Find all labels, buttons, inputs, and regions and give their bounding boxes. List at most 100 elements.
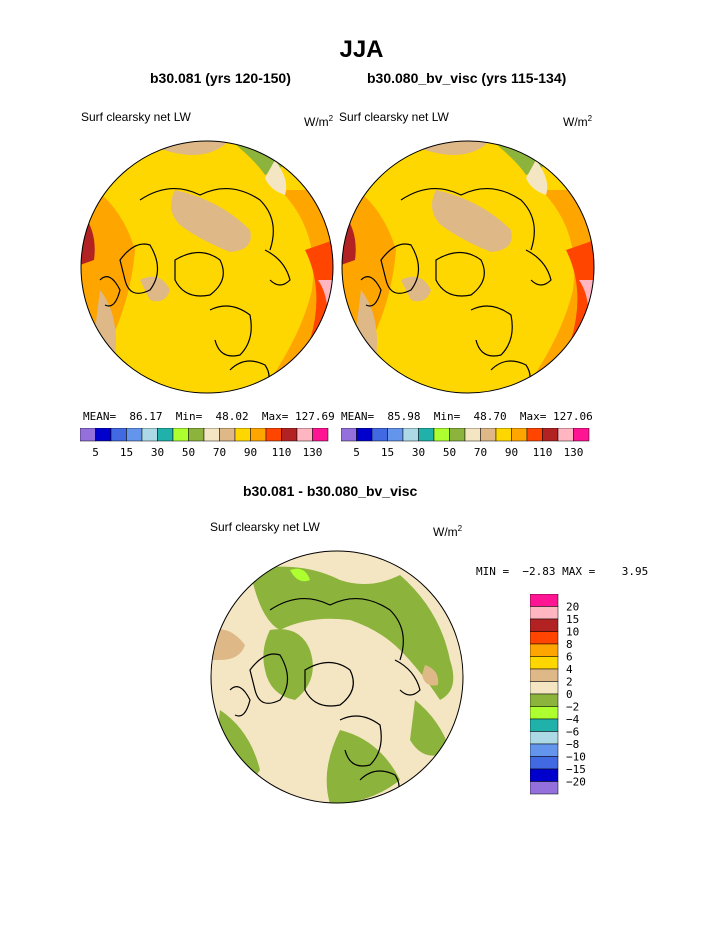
panel2-mean-value: 85.98 [387,410,421,423]
field-green-east [410,700,450,756]
colorbar-label: 50 [182,446,195,459]
coastline-0 [269,597,404,661]
panel3-stats: MIN = −2.83 MAX = 3.95 [476,565,648,578]
panel3-units-base: W/m [433,525,458,539]
colorbar-swatch [530,656,559,670]
colorbar-label: 130 [303,446,323,459]
panel1-polar-map [80,140,334,394]
colorbar-swatch [530,668,559,682]
panel1-min-value: 48.02 [215,410,249,423]
panel3-min-value: −2.83 [522,565,556,578]
field-greenland-tan [401,276,431,302]
colorbar-label: 70 [474,446,487,459]
colorbar-swatch [312,428,329,442]
colorbar-swatch [511,428,528,442]
colorbar-label: 130 [564,446,584,459]
panel2-max-value: 127.06 [553,410,593,423]
map-field [81,141,333,393]
colorbar-swatch [530,768,559,782]
colorbar-swatch [418,428,435,442]
panel3-units: W/m2 [433,524,462,539]
colorbar-swatch [387,428,404,442]
colorbar-label: 0 [566,688,573,701]
colorbar-label: −6 [566,726,579,739]
colorbar-swatch [341,428,357,442]
colorbar-label: −2 [566,701,579,714]
coastline-6 [229,686,251,717]
panel2-min-value: 48.70 [473,410,507,423]
panel1-stats: MEAN= 86.17 Min= 48.02 Max= 127.69 [83,410,335,423]
coastline-5 [264,249,291,286]
field-green-north [250,566,454,700]
colorbar-swatch [557,428,574,442]
panel2-units-exp: 2 [587,114,593,123]
colorbar-swatch [530,731,559,745]
map-boundary [210,550,464,804]
map-boundary [341,140,595,394]
panel3-variable: Surf clearsky net LW [210,520,320,534]
colorbar-swatch [219,428,236,442]
colorbar-label: 8 [566,638,573,651]
panel1-min-label: Min= [175,410,203,423]
panel1-title: b30.081 (yrs 120-150) [150,70,291,86]
coastline-6 [99,276,121,307]
colorbar-swatch [126,428,143,442]
field-tan-east [422,665,439,686]
colorbar-swatch [530,693,559,707]
coastline-1 [249,653,289,704]
colorbar-swatch [296,428,313,442]
colorbar-label: −4 [566,713,580,726]
colorbar-label: 30 [151,446,164,459]
colorbar-swatch [157,428,174,442]
panel2-max-label: Max= [519,410,547,423]
colorbar-swatch [464,428,481,442]
colorbar-label: 50 [443,446,456,459]
colorbar-swatch [371,428,388,442]
map-boundary [80,140,334,394]
coastline-3 [209,305,252,357]
colorbar-label: 15 [381,446,394,459]
panel3-max-label: MAX = [562,565,596,578]
coastline-5 [525,249,552,286]
colorbar-swatch [80,428,96,442]
panel1-mean-label: MEAN= [83,410,117,423]
panel1-units: W/m2 [304,114,333,129]
colorbar-label: 20 [566,601,579,614]
colorbar-label: 90 [244,446,257,459]
colorbar-label: 90 [505,446,518,459]
colorbar-swatch [573,428,590,442]
panel2-variable: Surf clearsky net LW [339,110,449,124]
colorbar-label: 30 [412,446,425,459]
field-green-arctic [263,629,313,700]
panel2-polar-map [341,140,595,394]
coastline-2 [435,251,485,297]
colorbar-swatch [530,706,559,720]
colorbar-label: 10 [566,626,579,639]
colorbar-swatch [402,428,419,442]
coastline-3 [470,305,513,357]
field-greenland-tan [140,276,170,302]
colorbar-swatch [281,428,298,442]
field-left-orange [81,180,135,360]
field-top-beige [265,160,287,195]
coastline-3 [339,715,382,767]
colorbar-swatch [141,428,158,442]
panel2-min-label: Min= [433,410,461,423]
colorbar-label: 5 [92,446,99,459]
field-top-beige [526,160,548,195]
colorbar-swatch [449,428,466,442]
colorbar-swatch [480,428,497,442]
colorbar-swatch [172,428,189,442]
field-tan-west [211,629,245,660]
panel2-colorbar: 5 15 30 50 70 90 110 130 [341,428,590,459]
colorbar-swatch [530,743,559,757]
panel1-colorbar: 5 15 30 50 70 90 110 130 [80,428,329,459]
field-green-south [326,730,400,803]
coastline-2 [304,661,354,707]
field-yellow-patch [290,568,310,582]
colorbar-swatch [530,681,559,695]
colorbar-label: −8 [566,738,579,751]
colorbar-label: −20 [566,776,586,789]
panel3-polar-map [210,550,464,804]
